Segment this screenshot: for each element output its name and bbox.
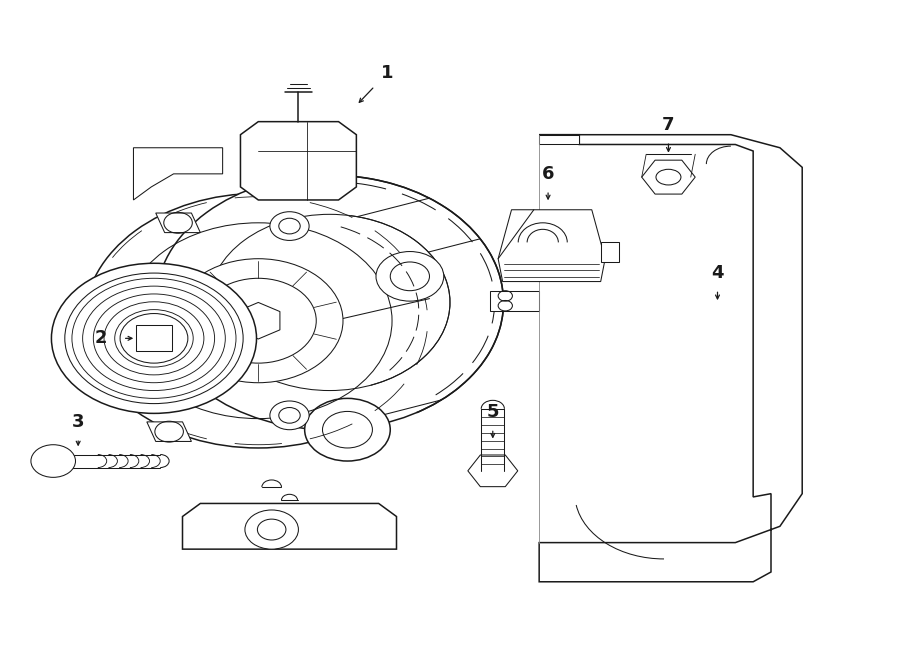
Polygon shape	[499, 210, 605, 282]
Circle shape	[270, 401, 309, 430]
Circle shape	[51, 263, 256, 413]
Polygon shape	[156, 213, 201, 233]
Text: 7: 7	[662, 116, 675, 134]
Polygon shape	[237, 303, 280, 339]
Circle shape	[270, 212, 309, 241]
Circle shape	[245, 510, 299, 549]
Text: 6: 6	[542, 165, 554, 183]
Circle shape	[174, 258, 343, 383]
Text: 2: 2	[94, 329, 107, 347]
Text: 4: 4	[711, 264, 724, 282]
Text: 3: 3	[72, 413, 85, 431]
Polygon shape	[600, 243, 618, 262]
Polygon shape	[136, 325, 172, 352]
Ellipse shape	[656, 169, 681, 185]
Polygon shape	[183, 504, 397, 549]
Polygon shape	[147, 422, 192, 442]
Polygon shape	[539, 135, 802, 582]
Polygon shape	[491, 292, 539, 311]
Text: 1: 1	[382, 63, 394, 82]
Text: 5: 5	[487, 403, 500, 421]
Polygon shape	[240, 122, 356, 200]
Circle shape	[156, 175, 503, 430]
Polygon shape	[133, 148, 222, 200]
Circle shape	[305, 399, 391, 461]
Polygon shape	[642, 160, 695, 194]
Circle shape	[31, 445, 76, 477]
Circle shape	[210, 214, 450, 391]
Circle shape	[120, 313, 188, 363]
Circle shape	[85, 194, 432, 448]
Circle shape	[376, 252, 444, 301]
Polygon shape	[468, 455, 518, 486]
Polygon shape	[539, 135, 580, 145]
